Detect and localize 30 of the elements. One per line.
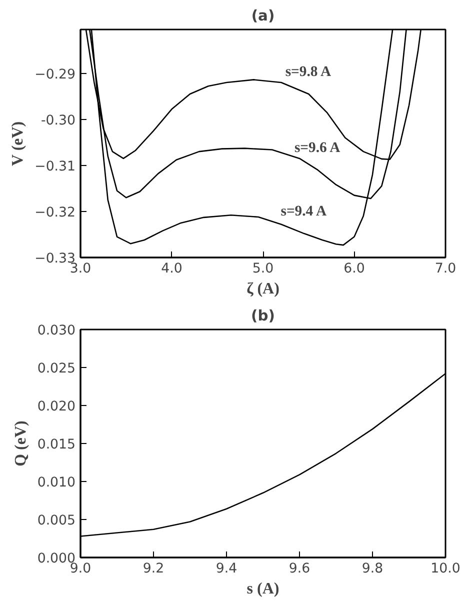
y-tick-label: −0.32: [34, 205, 76, 220]
y-tick-label: 0.025: [37, 362, 76, 376]
series-label: s=9.6 A: [294, 140, 341, 156]
x-tick-label: 9.4: [216, 562, 238, 576]
x-tick-label: 10.0: [430, 562, 460, 576]
x-tick-label: 9.2: [142, 562, 164, 576]
series-label: s=9.4 A: [280, 204, 327, 220]
x-tick-label: 9.8: [362, 562, 384, 576]
y-tick-label: 0.015: [37, 438, 76, 452]
x-tick-label: 4.0: [161, 262, 182, 276]
x-tick-label: 3.0: [70, 262, 92, 276]
x-tick-label: 9.0: [70, 562, 92, 576]
y-tick-label: 0.010: [37, 476, 76, 490]
y-axis-title: Q (eV): [12, 420, 30, 466]
x-tick-label: 7.0: [434, 262, 456, 276]
y-tick-label: -0.30: [41, 113, 76, 128]
y-tick-label: −0.31: [34, 159, 76, 174]
x-axis-title: s (A): [246, 580, 280, 598]
series-label: s=9.8 A: [285, 64, 332, 80]
x-tick-label: 6.0: [344, 262, 365, 276]
y-tick-label: 0.020: [37, 400, 76, 414]
x-tick-label: 5.0: [252, 262, 274, 276]
x-tick-label: 9.6: [288, 562, 310, 576]
chart-title: (b): [251, 308, 275, 324]
x-axis-title: ζ (A): [246, 280, 280, 298]
y-tick-label: 0.005: [37, 514, 76, 528]
y-tick-label: −0.29: [34, 67, 76, 82]
chart-title: (a): [251, 8, 275, 24]
y-tick-label: 0.030: [37, 324, 76, 338]
y-axis-title: V (eV): [10, 121, 27, 166]
